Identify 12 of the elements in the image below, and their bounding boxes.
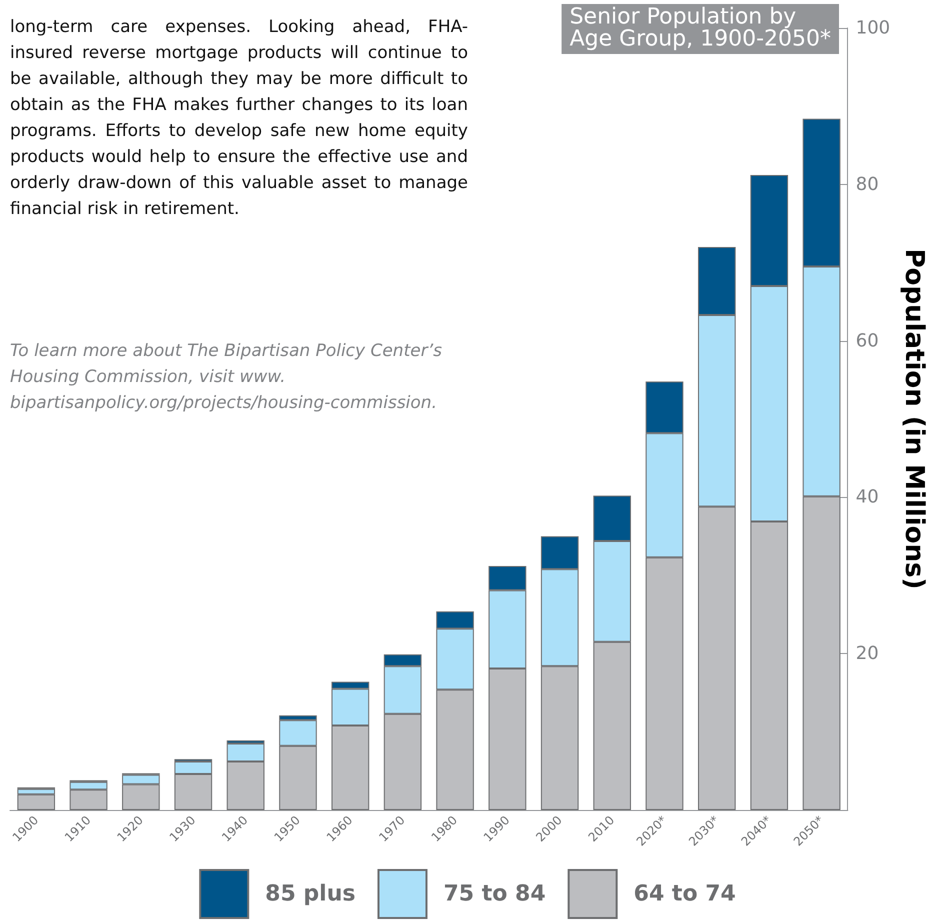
annotation: To learn more about The Bipartisan Policy Center’s Housing Commission, visit www. bipartisanpolicy.org/projects/housing-commission. [10, 340, 443, 415]
legend-label: 75 to 84 [443, 882, 546, 906]
y-axis-title: Population (in Millions) [899, 248, 929, 590]
annotation: long-term care expenses. Looking ahead, FHA-insured reverse mortgage products will continue to be available, although they may be more difficult to obtain as the FHA makes further changes to its loan programs. Efforts to develop safe new home equity products would help to ensure the effective use and orderly draw-down of this valuable asset to manage financial risk in retirement. [10, 16, 468, 221]
y-tick-label: 60 [856, 330, 879, 352]
y-tick-label: 100 [856, 18, 890, 38]
chart-title: Senior Population by Age Group, 1900-2050* [570, 4, 831, 52]
legend-label: 64 to 74 [634, 882, 736, 906]
y-tick-label: 40 [856, 486, 879, 508]
y-tick-label: 20 [856, 643, 879, 664]
legend-label: 85 plus [265, 882, 356, 906]
y-tick-label: 80 [856, 174, 879, 195]
